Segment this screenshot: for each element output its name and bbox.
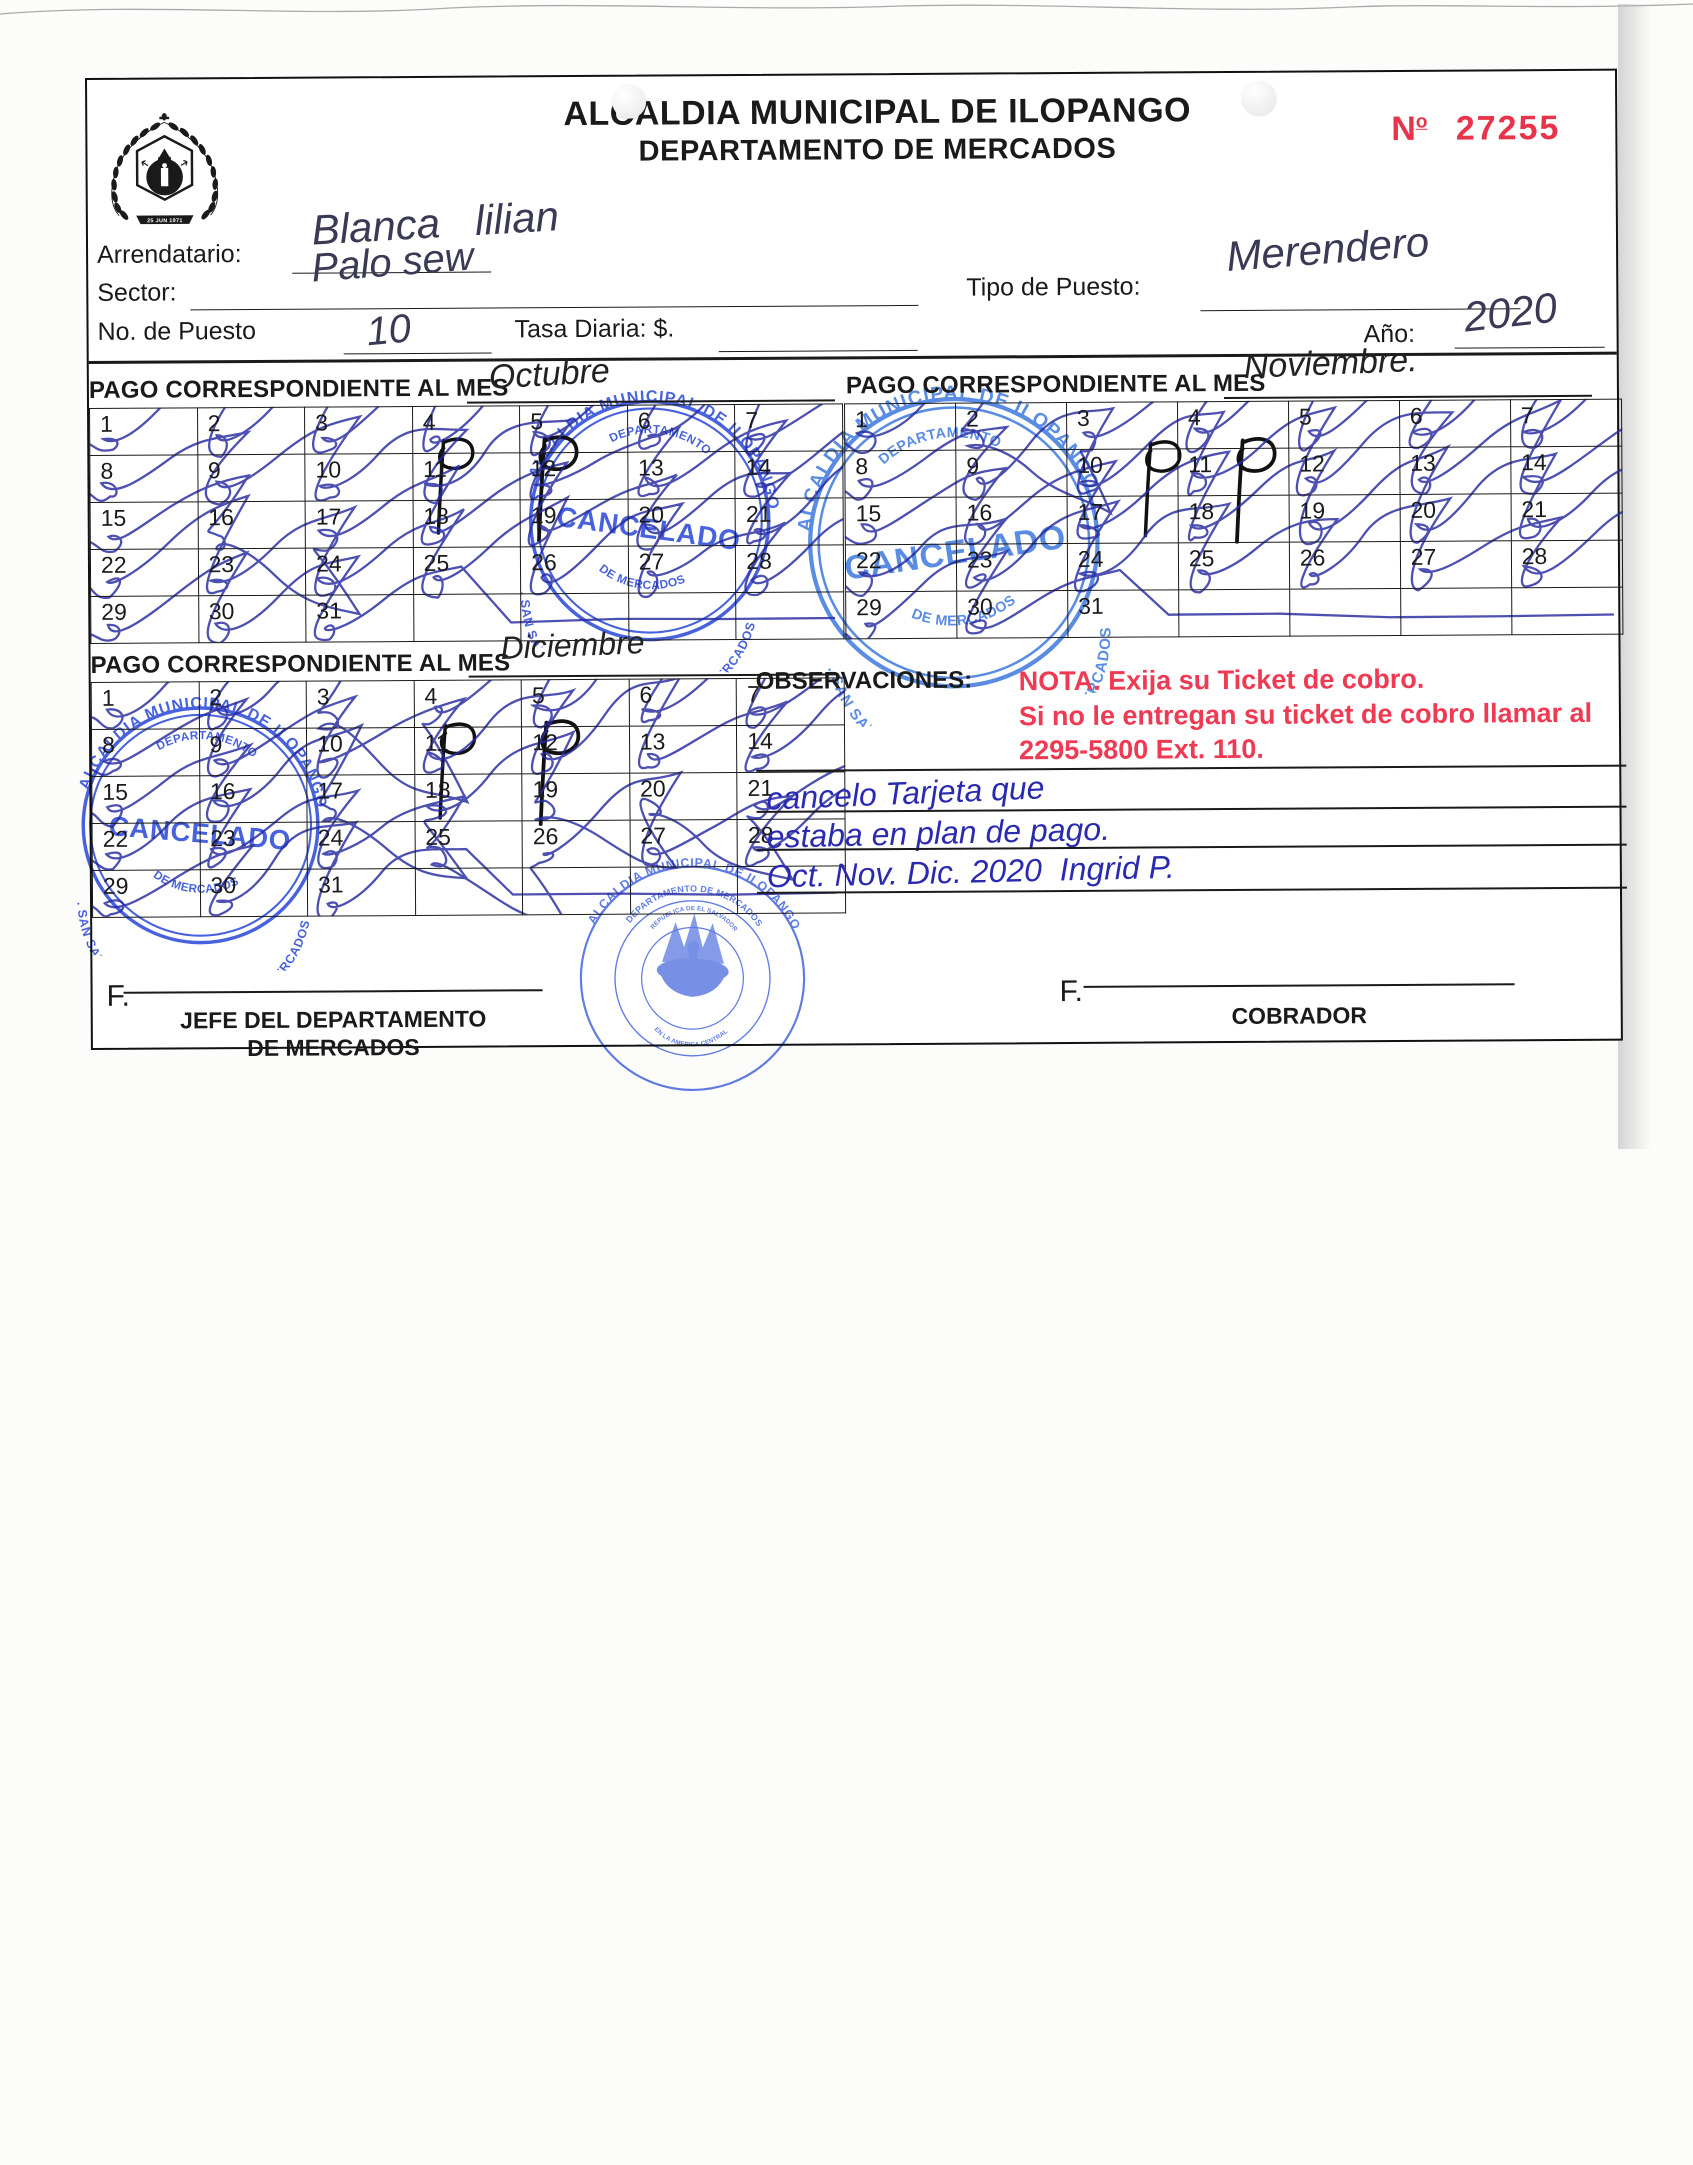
svg-text:25 JUN 1971: 25 JUN 1971 — [147, 218, 183, 224]
